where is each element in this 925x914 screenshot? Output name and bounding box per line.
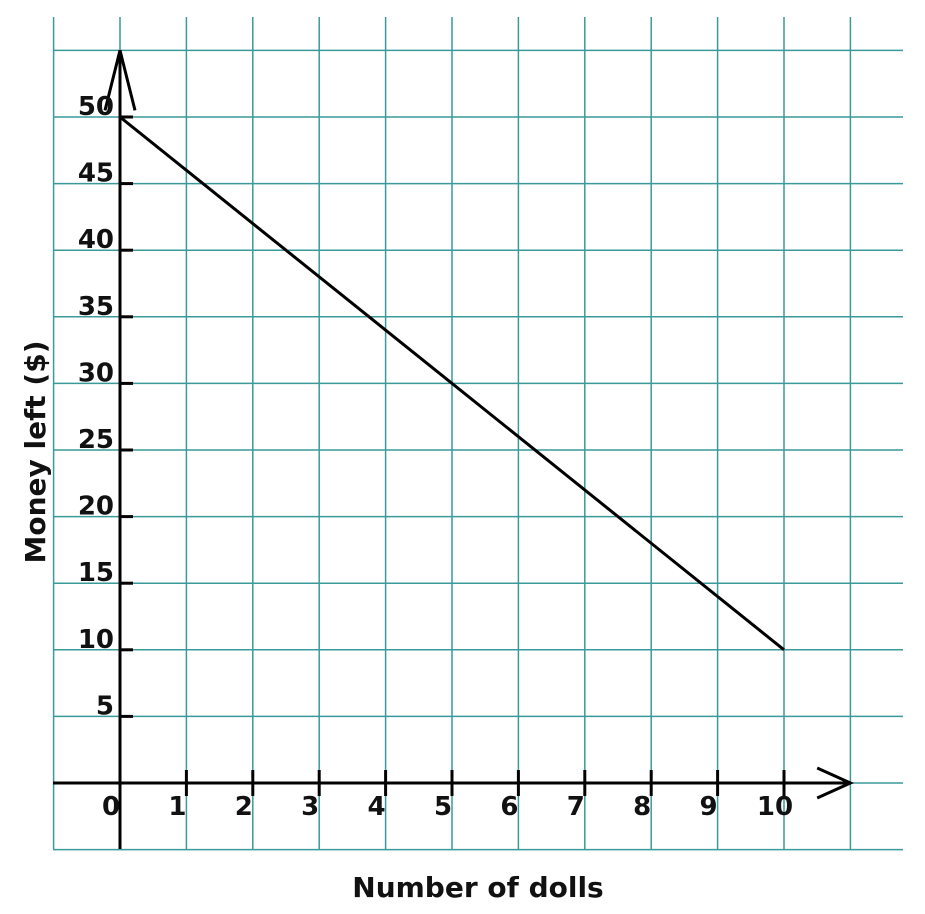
x-axis-arrow <box>816 766 855 800</box>
y-tick-label: 45 <box>78 159 114 189</box>
y-axis-arrow <box>103 50 137 111</box>
grid <box>52 17 903 851</box>
y-tick-label: 15 <box>78 558 114 588</box>
x-tick-label: 1 <box>168 792 186 822</box>
data-line <box>119 115 785 651</box>
x-tick-label: 2 <box>235 792 253 822</box>
x-tick-label: 9 <box>700 792 718 822</box>
y-tick-label: 20 <box>78 492 114 522</box>
y-tick-label: 10 <box>78 625 114 655</box>
y-axis-title: Money left ($) <box>19 340 52 563</box>
x-tick-label: 5 <box>434 792 452 822</box>
y-tick-label: 50 <box>78 92 114 122</box>
y-tick-label: 35 <box>78 292 114 322</box>
y-tick-label: 25 <box>78 425 114 455</box>
x-tick-label: 10 <box>757 792 793 822</box>
ticks <box>120 115 786 796</box>
x-axis-title: Number of dolls <box>352 871 603 904</box>
x-tick-label: 7 <box>567 792 585 822</box>
y-tick-label: 30 <box>78 358 114 388</box>
series <box>119 115 785 651</box>
y-tick-label: 40 <box>78 225 114 255</box>
x-tick-label: 8 <box>633 792 651 822</box>
x-tick-label: 6 <box>500 792 518 822</box>
x-tick-label: 4 <box>368 792 386 822</box>
y-tick-label: 5 <box>96 691 114 721</box>
x-tick-label: 0 <box>102 792 120 822</box>
x-tick-label: 3 <box>301 792 319 822</box>
